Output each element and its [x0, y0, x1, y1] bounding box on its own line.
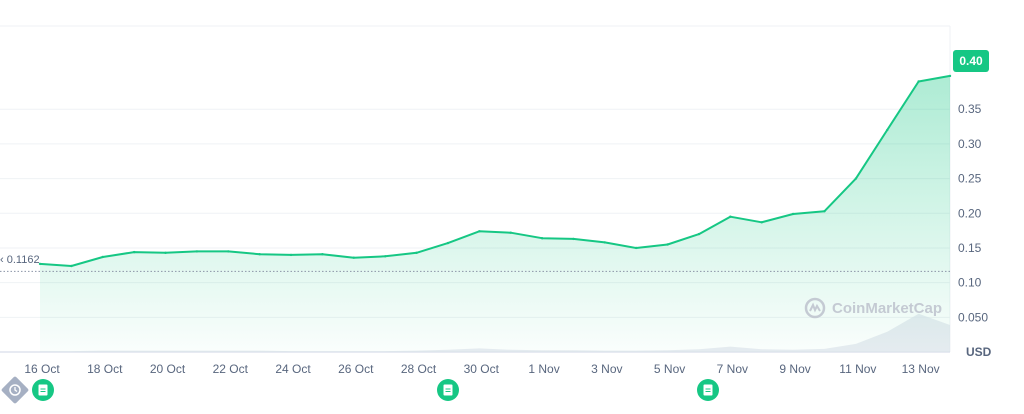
currency-label: USD — [966, 345, 992, 359]
x-tick-label: 3 Nov — [591, 362, 622, 376]
document-icon — [703, 384, 713, 396]
y-tick-label: 0.050 — [958, 310, 988, 324]
price-point — [823, 209, 826, 213]
x-tick-label: 13 Nov — [902, 362, 940, 376]
x-tick-label: 30 Oct — [464, 362, 500, 376]
y-tick-label: 0.20 — [958, 206, 982, 220]
document-icon — [443, 384, 453, 396]
x-axis: 16 Oct 18 Oct 20 Oct 22 Oct 24 Oct 26 Oct 28 O… — [24, 362, 939, 376]
price-point — [352, 256, 355, 259]
price-point — [572, 237, 575, 241]
x-tick-label: 7 Nov — [717, 362, 748, 376]
price-point — [101, 255, 104, 259]
price-point — [289, 253, 293, 257]
x-tick-label: 26 Oct — [338, 362, 374, 376]
price-point — [791, 212, 795, 216]
x-tick-label: 24 Oct — [275, 362, 311, 376]
price-point — [132, 250, 136, 254]
price-point — [666, 243, 669, 246]
price-point — [917, 80, 920, 83]
y-tick-label: 0.10 — [958, 276, 982, 290]
price-series-line — [39, 74, 951, 267]
price-point — [948, 74, 952, 78]
price-point — [446, 241, 450, 245]
price-point — [697, 232, 701, 236]
clock-icon — [9, 384, 21, 396]
y-tick-label: 0.30 — [958, 137, 982, 151]
price-point — [760, 221, 763, 224]
price-area-fill — [40, 75, 950, 353]
price-line[interactable] — [38, 74, 952, 268]
x-tick-label: 20 Oct — [150, 362, 186, 376]
price-point — [729, 215, 732, 218]
price-point — [195, 250, 199, 253]
y-tick-label: 0.15 — [958, 241, 982, 255]
price-point — [509, 231, 512, 234]
price-point — [258, 253, 261, 256]
watermark-text: CoinMarketCap — [832, 299, 943, 317]
current-price-badge: 0.40 — [953, 50, 989, 72]
price-point — [415, 251, 418, 255]
y-tick-label: 0.35 — [958, 102, 982, 116]
watermark: CoinMarketCap — [804, 297, 942, 319]
x-tick-label: 16 Oct — [24, 362, 60, 376]
price-area — [40, 75, 950, 353]
x-tick-label: 18 Oct — [87, 362, 123, 376]
history-marker[interactable] — [0, 375, 30, 405]
price-point — [635, 246, 638, 250]
price-point — [321, 253, 324, 256]
reference-arrow-icon: ‹ — [0, 254, 4, 266]
event-marker-3[interactable] — [697, 379, 719, 401]
price-point — [540, 237, 544, 240]
x-tick-label: 1 Nov — [528, 362, 559, 376]
event-marker-1[interactable] — [32, 379, 54, 401]
coinmarketcap-logo-icon — [804, 297, 826, 319]
x-tick-label: 22 Oct — [213, 362, 249, 376]
price-point — [886, 128, 889, 132]
price-point — [70, 264, 73, 268]
price-point — [603, 241, 607, 244]
x-tick-label: 5 Nov — [654, 362, 685, 376]
x-tick-label: 9 Nov — [779, 362, 810, 376]
price-point — [227, 250, 230, 253]
y-axis: 0.050 0.10 0.15 0.20 0.25 0.30 0.35 — [958, 102, 988, 324]
reference-price-label: ‹ 0.1162 — [0, 254, 40, 266]
price-point — [854, 177, 858, 180]
y-tick-label: 0.25 — [958, 172, 982, 186]
x-tick-label: 11 Nov — [839, 362, 876, 376]
price-point — [164, 251, 167, 255]
price-point — [38, 262, 42, 266]
event-marker-2[interactable] — [437, 379, 459, 401]
reference-price-value: 0.1162 — [6, 254, 40, 266]
document-icon — [38, 384, 48, 396]
price-point — [383, 255, 387, 258]
price-point — [478, 230, 481, 233]
x-tick-label: 28 Oct — [401, 362, 437, 376]
